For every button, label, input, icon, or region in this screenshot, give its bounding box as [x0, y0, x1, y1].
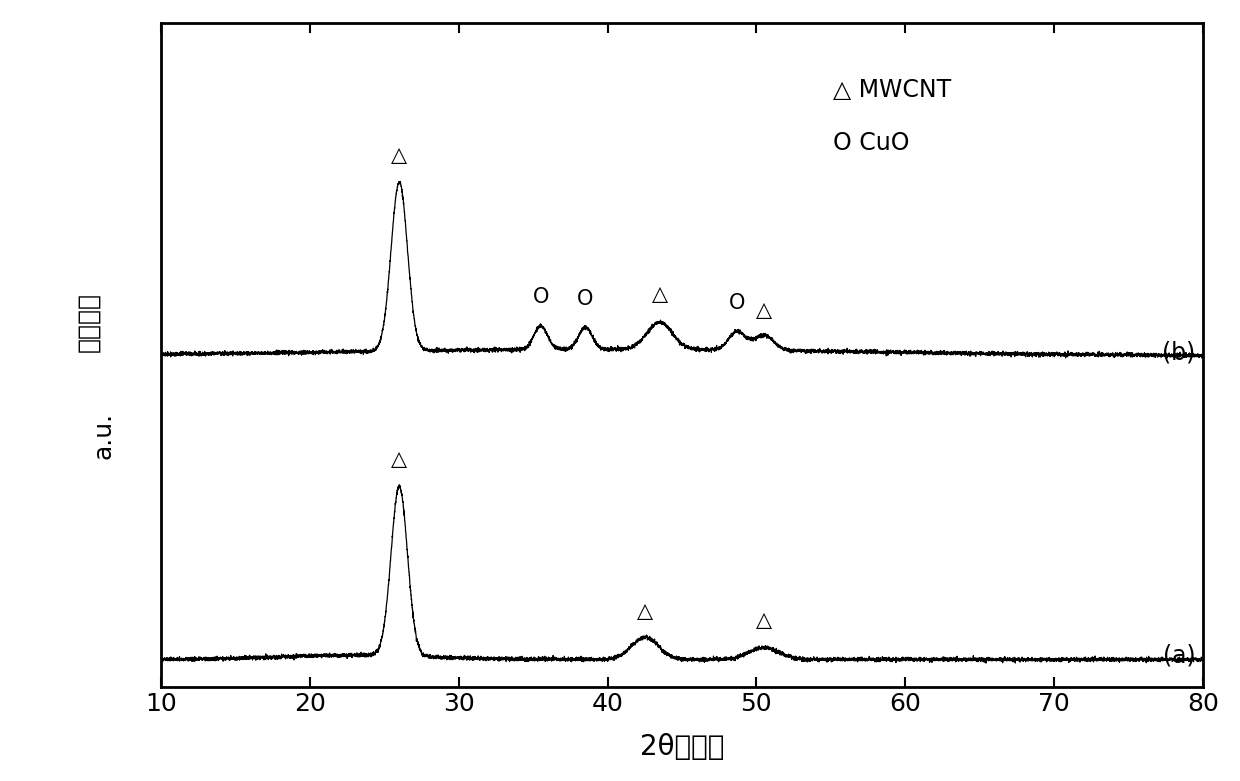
Text: △: △	[392, 448, 407, 469]
Text: a.u.: a.u.	[92, 412, 115, 458]
Text: △: △	[652, 284, 667, 305]
X-axis label: 2θ（度）: 2θ（度）	[640, 733, 724, 761]
Text: △: △	[392, 145, 407, 166]
Text: △: △	[637, 601, 652, 621]
Text: O CuO: O CuO	[833, 131, 909, 155]
Text: △ MWCNT: △ MWCNT	[833, 78, 951, 102]
Text: 强度（）: 强度（）	[77, 292, 100, 352]
Text: △: △	[756, 300, 771, 319]
Text: (b): (b)	[1162, 341, 1195, 364]
Text: O: O	[532, 287, 549, 307]
Text: △: △	[756, 610, 771, 630]
Text: O: O	[729, 294, 745, 313]
Text: (a): (a)	[1163, 644, 1195, 668]
Text: O: O	[577, 290, 594, 309]
